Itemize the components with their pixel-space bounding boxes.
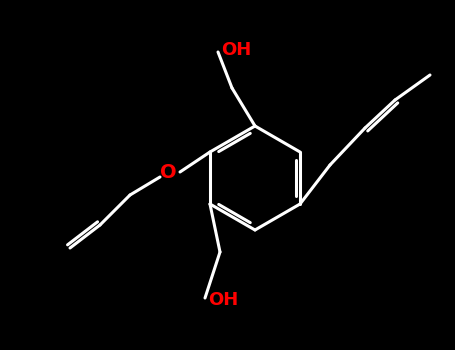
Text: OH: OH xyxy=(208,291,238,309)
Text: O: O xyxy=(160,162,177,182)
Text: OH: OH xyxy=(221,41,251,59)
